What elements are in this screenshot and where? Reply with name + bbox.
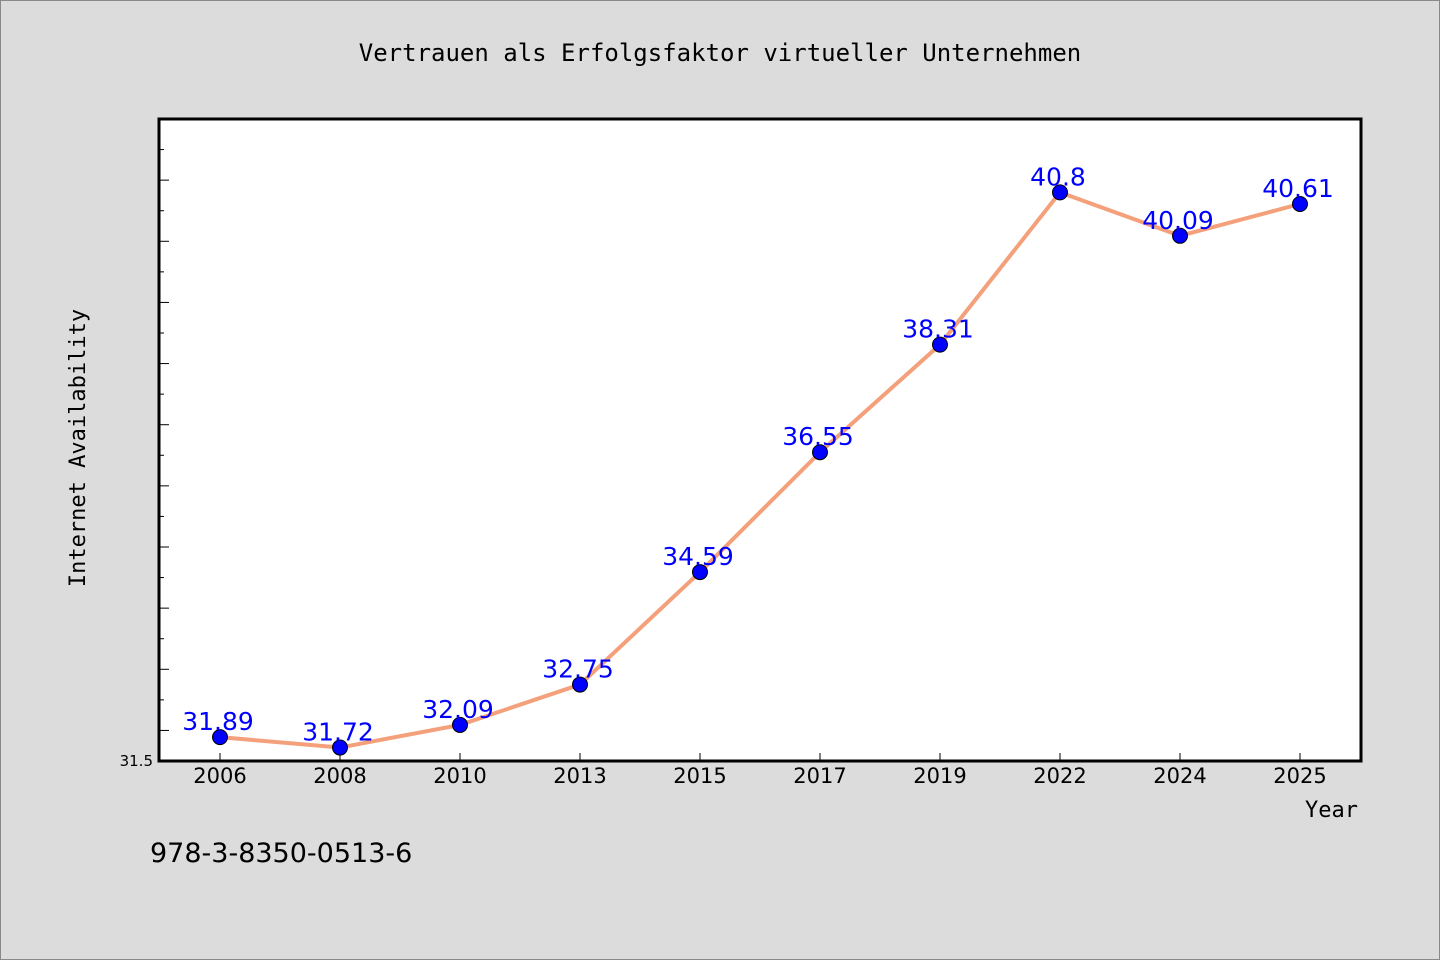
y-tick-label: 31.5 <box>120 752 153 770</box>
x-tick-label: 2022 <box>1033 764 1086 788</box>
x-tick-label: 2008 <box>313 764 366 788</box>
y-axis-label: Internet Availability <box>66 309 91 587</box>
data-point <box>572 676 588 693</box>
data-label: 34.59 <box>662 542 734 571</box>
x-axis-tick-labels: 2006 2008 2010 2013 2015 2017 2019 2022 2024 2025 <box>193 764 1326 788</box>
x-tick-label: 2019 <box>913 764 966 788</box>
data-point <box>1292 195 1308 212</box>
data-point <box>452 716 468 733</box>
y-axis-ticks <box>159 118 169 762</box>
data-label: 40.8 <box>1030 162 1086 191</box>
data-point <box>332 739 348 756</box>
x-axis-label: Year <box>1305 798 1358 823</box>
y-axis-tick-labels: 31.5 <box>120 752 153 770</box>
data-point <box>812 444 828 461</box>
data-label: 38.31 <box>902 315 974 344</box>
data-label: 32.75 <box>542 655 614 684</box>
isbn-text: 978-3-8350-0513-6 <box>150 838 412 869</box>
plot-area <box>157 117 1363 763</box>
data-point <box>1172 227 1188 244</box>
series-line <box>218 190 1302 750</box>
data-point <box>1052 184 1068 201</box>
data-label: 40.61 <box>1262 174 1334 203</box>
x-tick-label: 2010 <box>433 764 486 788</box>
data-label: 36.55 <box>782 422 854 451</box>
x-tick-label: 2015 <box>673 764 726 788</box>
data-label: 31.89 <box>182 707 254 736</box>
x-tick-label: 2024 <box>1153 764 1206 788</box>
x-tick-label: 2025 <box>1273 764 1326 788</box>
data-point <box>692 564 708 581</box>
x-tick-label: 2006 <box>193 764 246 788</box>
data-label: 32.09 <box>422 695 494 724</box>
data-labels: 31.89 31.72 32.09 32.75 34.59 36.55 38.31 40.8 4… <box>182 162 1334 746</box>
data-markers <box>212 184 1308 756</box>
x-tick-label: 2013 <box>553 764 606 788</box>
x-tick-label: 2017 <box>793 764 846 788</box>
chart-title: Vertrauen als Erfolgsfaktor virtueller U… <box>359 39 1081 67</box>
data-label: 40.09 <box>1142 206 1214 235</box>
data-point <box>212 729 228 746</box>
data-point <box>932 336 948 353</box>
data-label: 31.72 <box>302 718 374 747</box>
